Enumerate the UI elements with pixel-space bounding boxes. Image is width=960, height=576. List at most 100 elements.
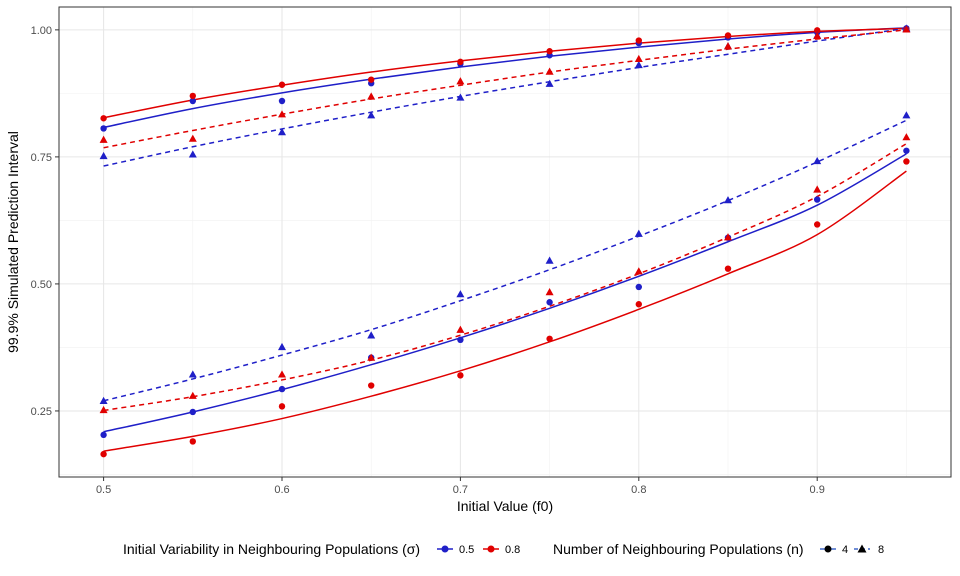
data-point-sigma-0.5-n-8-upper xyxy=(545,79,554,87)
legend-n-label-8: 8 xyxy=(878,544,884,556)
data-point-sigma-0.5-n-8-lower xyxy=(456,290,465,298)
y-axis-title: 99.9% Simulated Prediction Interval xyxy=(5,131,21,353)
y-tick-label: 0.75 xyxy=(31,152,52,164)
legend-sigma-key-0.8 xyxy=(483,545,499,553)
data-point-sigma-0.5-n-4-lower xyxy=(100,431,107,439)
fit-lines-layer xyxy=(103,27,907,452)
x-tick-label: 0.6 xyxy=(274,484,289,496)
data-point-sigma-0.5-n-8-lower xyxy=(813,156,822,165)
data-point-sigma-0.8-n-4-upper xyxy=(546,48,553,55)
legend-n: Number of Neighbouring Populations (n) 4… xyxy=(553,541,884,557)
data-point-sigma-0.5-n-8-upper xyxy=(188,150,197,158)
fit-line-sigma-0.8-n-4-upper xyxy=(103,27,907,119)
x-tick-label: 0.5 xyxy=(96,484,111,496)
data-point-sigma-0.5-n-8-upper xyxy=(367,111,376,119)
legend-n-key-4 xyxy=(820,545,836,553)
data-point-sigma-0.8-n-4-lower xyxy=(724,265,732,272)
data-point-sigma-0.8-n-8-lower xyxy=(367,353,376,361)
legend-n-title: Number of Neighbouring Populations (n) xyxy=(553,541,804,557)
data-point-sigma-0.8-n-4-lower xyxy=(100,450,107,458)
data-point-sigma-0.8-n-8-lower xyxy=(545,288,554,296)
fit-line-sigma-0.5-n-4-lower xyxy=(103,153,907,433)
data-point-sigma-0.8-n-4-upper xyxy=(189,92,196,100)
data-point-sigma-0.8-n-8-upper xyxy=(367,92,376,100)
data-point-sigma-0.8-n-8-lower xyxy=(813,185,822,193)
data-point-sigma-0.5-n-8-upper xyxy=(99,151,108,160)
data-point-sigma-0.5-n-4-lower xyxy=(189,408,196,416)
data-point-sigma-0.8-n-8-lower xyxy=(902,133,911,141)
fit-line-sigma-0.8-n-8-upper xyxy=(103,29,907,149)
y-axis-ticks: 0.25 0.50 0.75 1.00 xyxy=(31,25,59,418)
data-point-sigma-0.8-n-8-upper xyxy=(278,110,286,118)
data-point-sigma-0.8-n-8-upper xyxy=(634,54,643,63)
data-point-sigma-0.8-n-8-lower xyxy=(456,325,465,333)
legend-sigma: Initial Variability in Neighbouring Popu… xyxy=(123,541,520,557)
data-point-sigma-0.5-n-8-lower xyxy=(278,342,286,351)
data-point-sigma-0.5-n-8-lower xyxy=(724,196,732,204)
data-point-sigma-0.8-n-8-lower xyxy=(278,370,286,378)
y-tick-label: 0.25 xyxy=(31,406,52,418)
plot-border xyxy=(58,6,952,478)
x-tick-label: 0.9 xyxy=(810,484,825,496)
data-point-sigma-0.5-n-8-lower xyxy=(545,256,554,264)
legend-sigma-label-0.5: 0.5 xyxy=(459,544,474,556)
legend-n-label-4: 4 xyxy=(842,544,848,556)
legend-sigma-title: Initial Variability in Neighbouring Popu… xyxy=(123,541,420,557)
data-point-sigma-0.8-n-8-upper xyxy=(902,25,911,33)
y-tick-label: 0.50 xyxy=(31,279,52,291)
data-point-sigma-0.5-n-8-lower xyxy=(188,370,197,378)
data-point-sigma-0.5-n-4-lower xyxy=(546,299,553,306)
data-point-sigma-0.8-n-4-upper xyxy=(368,76,375,83)
data-point-sigma-0.8-n-4-lower xyxy=(635,301,642,308)
data-point-sigma-0.5-n-8-upper xyxy=(634,60,643,69)
data-point-sigma-0.8-n-4-upper xyxy=(724,32,732,39)
data-point-sigma-0.5-n-8-lower xyxy=(367,331,376,339)
data-points-layer xyxy=(99,24,911,458)
fit-line-sigma-0.8-n-4-lower xyxy=(103,170,907,452)
data-point-sigma-0.8-n-4-lower xyxy=(278,403,286,410)
data-point-sigma-0.8-n-8-upper xyxy=(813,31,822,40)
data-point-sigma-0.8-n-8-upper xyxy=(99,135,108,143)
data-point-sigma-0.5-n-8-upper xyxy=(278,127,286,136)
data-point-sigma-0.5-n-4-upper xyxy=(100,125,107,132)
legend-n-key-8 xyxy=(854,544,870,553)
data-point-sigma-0.8-n-8-upper xyxy=(724,42,732,50)
data-point-sigma-0.5-n-8-lower xyxy=(99,396,108,404)
x-axis-ticks: 0.5 0.6 0.7 0.8 0.9 xyxy=(96,477,825,496)
data-point-sigma-0.8-n-4-upper xyxy=(457,58,464,66)
data-point-sigma-0.8-n-4-upper xyxy=(278,81,286,88)
data-point-sigma-0.8-n-8-lower xyxy=(724,233,732,241)
data-point-sigma-0.8-n-8-lower xyxy=(188,391,197,399)
data-point-sigma-0.8-n-4-lower xyxy=(903,158,910,165)
data-point-sigma-0.8-n-4-upper xyxy=(100,115,107,122)
fit-line-sigma-0.5-n-4-upper xyxy=(103,27,907,129)
x-tick-label: 0.7 xyxy=(453,484,468,496)
data-point-sigma-0.5-n-4-upper xyxy=(189,97,196,105)
data-point-sigma-0.8-n-8-upper xyxy=(545,67,554,75)
fit-line-sigma-0.5-n-8-lower xyxy=(103,119,907,402)
data-point-sigma-0.5-n-8-upper xyxy=(456,93,465,101)
data-point-sigma-0.8-n-4-lower xyxy=(189,438,196,445)
fit-line-sigma-0.5-n-8-upper xyxy=(103,27,907,167)
fit-line-sigma-0.8-n-8-lower xyxy=(103,143,907,412)
data-point-sigma-0.5-n-4-lower xyxy=(903,147,910,154)
legend-sigma-key-0.5 xyxy=(437,545,453,553)
legend-sigma-label-0.8: 0.8 xyxy=(505,544,520,556)
data-point-sigma-0.8-n-8-upper xyxy=(456,77,465,85)
data-point-sigma-0.8-n-4-lower xyxy=(814,221,821,228)
data-point-sigma-0.8-n-4-upper xyxy=(814,27,821,34)
data-point-sigma-0.8-n-4-lower xyxy=(368,382,375,389)
data-point-sigma-0.5-n-4-lower xyxy=(457,336,464,344)
data-point-sigma-0.8-n-4-lower xyxy=(546,335,553,342)
x-axis-title: Initial Value (f0) xyxy=(457,498,553,514)
x-tick-label: 0.8 xyxy=(631,484,646,496)
data-point-sigma-0.8-n-8-lower xyxy=(99,405,108,414)
y-tick-label: 1.00 xyxy=(31,25,52,37)
data-point-sigma-0.5-n-4-lower xyxy=(814,196,821,203)
data-point-sigma-0.5-n-8-lower xyxy=(634,229,643,237)
data-point-sigma-0.8-n-4-lower xyxy=(457,372,464,379)
data-point-sigma-0.8-n-4-upper xyxy=(635,37,642,44)
data-point-sigma-0.8-n-8-lower xyxy=(634,267,643,275)
data-point-sigma-0.5-n-4-lower xyxy=(278,385,286,393)
